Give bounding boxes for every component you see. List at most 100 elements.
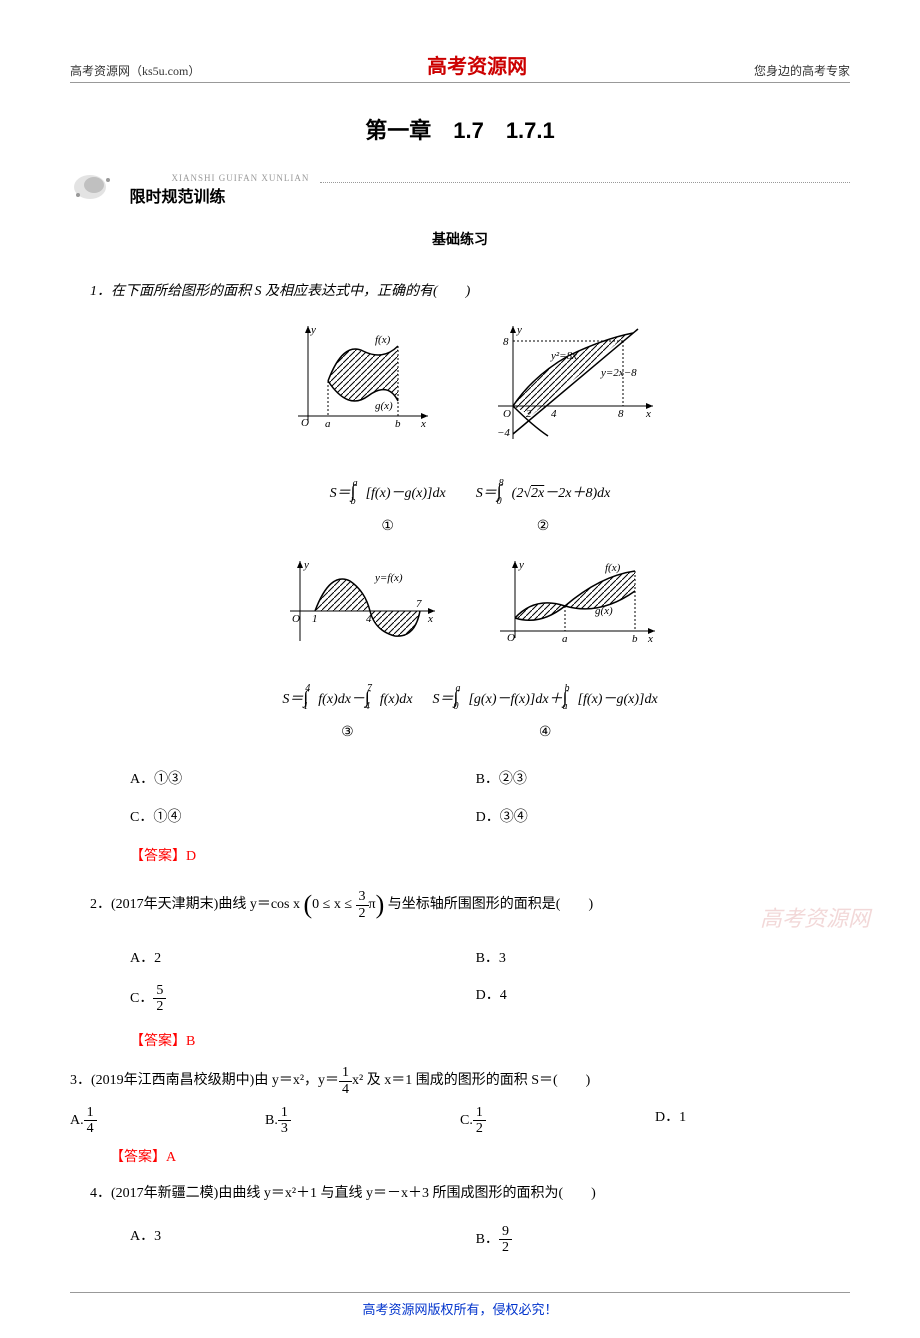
svg-text:x: x <box>427 613 433 625</box>
q3-optA-pre: A. <box>70 1113 84 1128</box>
svg-text:g(x): g(x) <box>375 400 393 412</box>
q2-optB: B．3 <box>476 946 822 971</box>
svg-text:y=f(x): y=f(x) <box>374 572 403 584</box>
svg-text:y=2x−8: y=2x−8 <box>600 367 637 379</box>
fig2-formula: S＝∫80(2√2x－2x＋8)dx <box>476 474 611 508</box>
svg-text:4: 4 <box>551 408 557 420</box>
svg-text:8: 8 <box>503 336 509 348</box>
q1-answer: 【答案】D <box>130 844 850 871</box>
q1-optD: D．③④ <box>476 805 822 830</box>
svg-text:b: b <box>395 418 401 430</box>
svg-text:2: 2 <box>526 408 532 420</box>
page-header: 高考资源网（ks5u.com） 高考资源网 您身边的高考专家 <box>70 50 850 83</box>
q3-stem: 3．(2019年江西南昌校级期中)由 y＝x²，y＝14x² 及 x＝1 围成的… <box>70 1065 850 1097</box>
q1-stem: 1．在下面所给图形的面积 S 及相应表达式中，正确的有( ) <box>90 279 850 306</box>
question-1: 1．在下面所给图形的面积 S 及相应表达式中，正确的有( ) O a b x <box>90 279 850 870</box>
q3-optC-pre: C. <box>460 1113 473 1128</box>
q3-optB: B.13 <box>265 1105 460 1137</box>
question-4: 4．(2017年新疆二模)由曲线 y＝x²＋1 与直线 y＝－x＋3 所围成图形… <box>90 1181 850 1261</box>
q4-optA: A．3 <box>130 1224 476 1256</box>
fig2-svg: O 2 4 8 x y 8 −4 y²=8x y=2x−8 <box>483 321 658 441</box>
q1-optC: C．①④ <box>130 805 476 830</box>
q4-stem: 4．(2017年新疆二模)由曲线 y＝x²＋1 与直线 y＝－x＋3 所围成图形… <box>90 1181 850 1208</box>
q1-figs-row2: O 1 4 7 x y y=f(x) <box>90 556 850 657</box>
sub-header: 基础练习 <box>70 229 850 249</box>
svg-text:O: O <box>301 417 309 429</box>
svg-text:f(x): f(x) <box>605 562 621 574</box>
fig4-num: ④ <box>433 720 658 747</box>
q2-optC: C．52 <box>130 983 476 1015</box>
q2-optA: A．2 <box>130 946 476 971</box>
q3-answer: 【答案】A <box>110 1145 850 1172</box>
svg-text:x: x <box>420 418 426 430</box>
q3-optB-pre: B. <box>265 1113 278 1128</box>
fig2-num: ② <box>476 514 611 541</box>
fig3-num: ③ <box>282 720 412 747</box>
q2-stem-pre: 2．(2017年天津期末)曲线 y＝cos x <box>90 897 304 912</box>
svg-text:y: y <box>303 559 309 571</box>
header-center: 高考资源网 <box>427 50 527 79</box>
q3-optD: D．1 <box>655 1105 850 1137</box>
svg-text:y: y <box>516 324 522 336</box>
q3-optA: A.14 <box>70 1105 265 1137</box>
svg-text:y: y <box>310 324 316 336</box>
svg-text:y: y <box>518 559 524 571</box>
q1-optB: B．②③ <box>476 767 822 792</box>
q1-figs-row1: O a b x y f(x) g(x) <box>90 321 850 452</box>
q2-answer: 【答案】B <box>130 1029 850 1056</box>
fig4-formula: S＝∫a0[g(x)－f(x)]dx＋∫ba[f(x)－g(x)]dx <box>433 680 658 714</box>
fig3-formula: S＝∫41f(x)dx－∫74f(x)dx <box>282 680 412 714</box>
fig-4: O a b x y f(x) g(x) <box>490 556 660 657</box>
q1-formulas-row2: S＝∫41f(x)dx－∫74f(x)dx ③ S＝∫a0[g(x)－f(x)]… <box>90 672 850 747</box>
q2-optC-pre: C． <box>130 991 153 1006</box>
banner-pinyin: XIANSHI GUIFAN XUNLIAN <box>172 173 310 183</box>
svg-text:7: 7 <box>416 598 422 610</box>
fig-2: O 2 4 8 x y 8 −4 y²=8x y=2x−8 <box>483 321 658 452</box>
q2-range: 0 ≤ x ≤ <box>312 897 355 912</box>
q2-stem: 2．(2017年天津期末)曲线 y＝cos x (0 ≤ x ≤ 32π) 与坐… <box>90 880 850 929</box>
svg-text:y²=8x: y²=8x <box>550 350 577 362</box>
svg-text:O: O <box>292 613 300 625</box>
fig1-svg: O a b x y f(x) g(x) <box>283 321 433 431</box>
header-left: 高考资源网（ks5u.com） <box>70 62 200 79</box>
q3-optC: C.12 <box>460 1105 655 1137</box>
svg-text:O: O <box>507 632 515 644</box>
svg-text:b: b <box>632 633 638 645</box>
banner-text-block: XIANSHI GUIFAN XUNLIAN 限时规范训练 <box>122 173 310 207</box>
q1-options: A．①③ B．②③ C．①④ D．③④ <box>130 761 850 835</box>
fig1-formula: S＝∫ab[f(x)－g(x)]dx <box>330 474 446 508</box>
svg-text:f(x): f(x) <box>375 334 391 346</box>
fig4-svg: O a b x y f(x) g(x) <box>490 556 660 646</box>
fig3-svg: O 1 4 7 x y y=f(x) <box>280 556 440 646</box>
svg-text:g(x): g(x) <box>595 605 613 617</box>
svg-text:4: 4 <box>366 613 372 625</box>
fig-1: O a b x y f(x) g(x) <box>283 321 433 452</box>
banner-line <box>320 182 850 183</box>
svg-text:8: 8 <box>618 408 624 420</box>
svg-text:a: a <box>325 418 331 430</box>
q4-optB: B．92 <box>476 1224 822 1256</box>
chapter-title: 第一章 1.7 1.7.1 <box>70 113 850 145</box>
svg-text:x: x <box>647 633 653 645</box>
fig-3: O 1 4 7 x y y=f(x) <box>280 556 440 657</box>
q2-options: A．2 B．3 C．52 D．4 <box>130 940 850 1021</box>
svg-text:O: O <box>503 408 511 420</box>
fig1-num: ① <box>330 514 446 541</box>
header-right: 您身边的高考专家 <box>754 62 850 79</box>
q3-stem-pre: 3．(2019年江西南昌校级期中)由 y＝x²，y＝ <box>70 1073 339 1088</box>
section-banner: XIANSHI GUIFAN XUNLIAN 限时规范训练 <box>70 170 850 209</box>
page-footer: 高考资源网版权所有，侵权必究！ <box>70 1292 850 1318</box>
q1-formulas-row1: S＝∫ab[f(x)－g(x)]dx ① S＝∫80(2√2x－2x＋8)dx … <box>90 466 850 541</box>
q4-options: A．3 B．92 <box>130 1218 850 1262</box>
q2-stem-post: 与坐标轴所围图形的面积是( ) <box>388 897 593 912</box>
svg-text:x: x <box>645 408 651 420</box>
banner-label: 限时规范训练 <box>130 189 226 206</box>
q3-options: A.14 B.13 C.12 D．1 <box>70 1105 850 1137</box>
svg-text:a: a <box>562 633 568 645</box>
svg-text:1: 1 <box>312 613 318 625</box>
q2-optD: D．4 <box>476 983 822 1015</box>
question-2: 2．(2017年天津期末)曲线 y＝cos x (0 ≤ x ≤ 32π) 与坐… <box>90 880 850 1055</box>
svg-text:−4: −4 <box>497 427 510 439</box>
question-3: 3．(2019年江西南昌校级期中)由 y＝x²，y＝14x² 及 x＝1 围成的… <box>70 1065 850 1171</box>
q4-optB-pre: B． <box>476 1232 499 1247</box>
